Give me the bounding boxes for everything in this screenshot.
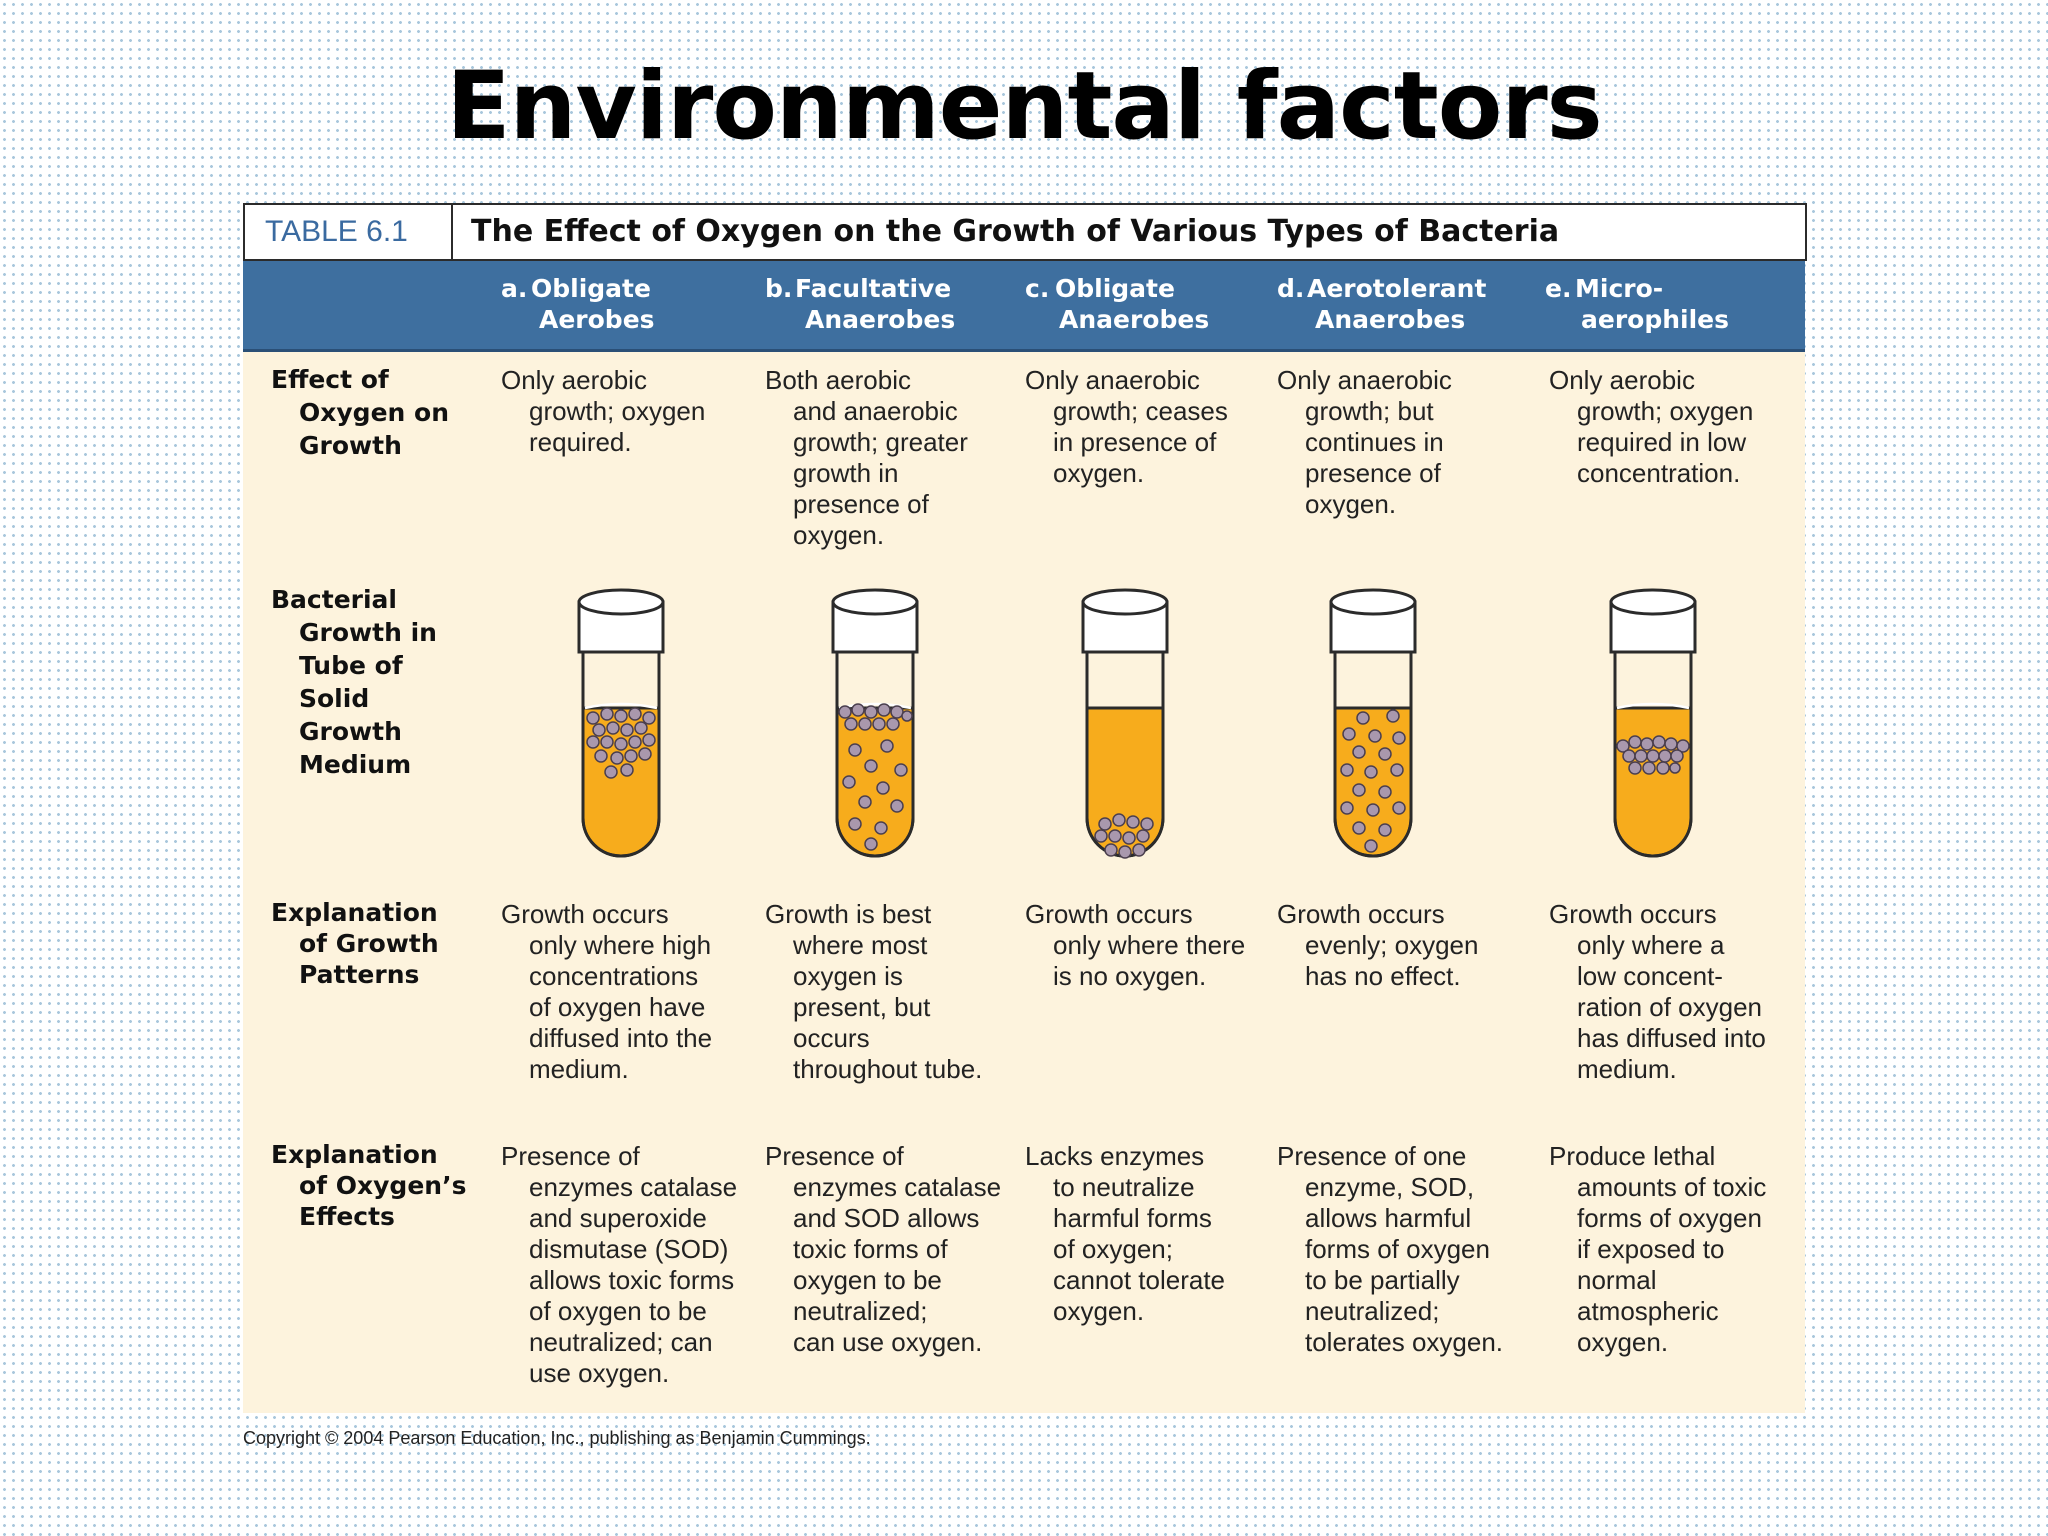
column-header-obligate-anaerobes: c. Obligate Anaerobes — [1025, 274, 1210, 334]
table-title: The Effect of Oxygen on the Growth of Va… — [471, 214, 1560, 249]
cell-effects-obligate-anaerobes: Lacks enzymes to neutralize harmful form… — [1025, 1141, 1226, 1326]
column-header-obligate-aerobes: a. Obligate Aerobes — [501, 274, 655, 334]
column-header-bar: a. Obligate Aerobes b. Facultative Anaerob… — [243, 261, 1805, 352]
cell-effect-obligate-anaerobes: Only anaerobic growth; ceases in presenc… — [1025, 365, 1228, 488]
cell-effects-facultative-anaerobes: Presence of enzymes catalase and SOD all… — [765, 1141, 1002, 1357]
column-header-microaerophiles: e. Micro- aerophiles — [1545, 274, 1729, 334]
column-header-aerotolerant-anaerobes: d. Aerotolerant Anaerobes — [1277, 274, 1487, 334]
cell-pattern-facultative-anaerobes: Growth is best where most oxygen is pres… — [765, 899, 983, 1084]
test-tube-facultative-anaerobes — [831, 588, 919, 858]
cell-pattern-obligate-aerobes: Growth occurs only where high concentrat… — [501, 899, 713, 1084]
test-tube-obligate-anaerobes — [1081, 588, 1169, 859]
table-number: TABLE 6.1 — [245, 205, 453, 259]
copyright-notice: Copyright © 2004 Pearson Education, Inc.… — [243, 1428, 871, 1448]
cell-pattern-obligate-anaerobes: Growth occurs only where there is no oxy… — [1025, 899, 1246, 991]
cell-effects-microaerophiles: Produce lethal amounts of toxic forms of… — [1549, 1141, 1767, 1357]
cell-effect-aerotolerant-anaerobes: Only anaerobic growth; but continues in … — [1277, 365, 1452, 519]
oxygen-effect-table: TABLE 6.1 The Effect of Oxygen on the Gr… — [243, 203, 1807, 1413]
cell-effect-obligate-aerobes: Only aerobic growth; oxygen required. — [501, 365, 706, 457]
test-tube-aerotolerant-anaerobes — [1329, 588, 1417, 858]
column-header-facultative-anaerobes: b. Facultative Anaerobes — [765, 274, 956, 334]
cell-pattern-aerotolerant-anaerobes: Growth occurs evenly; oxygen has no effe… — [1277, 899, 1479, 991]
test-tube-microaerophiles — [1609, 588, 1697, 858]
cell-effects-obligate-aerobes: Presence of enzymes catalase and superox… — [501, 1141, 738, 1388]
test-tube-obligate-aerobes — [577, 588, 665, 858]
cell-effect-facultative-anaerobes: Both aerobic and anaerobic growth; great… — [765, 365, 968, 550]
cell-effect-microaerophiles: Only aerobic growth; oxygen required in … — [1549, 365, 1754, 488]
table-header-bar: TABLE 6.1 The Effect of Oxygen on the Gr… — [243, 203, 1807, 261]
row-label-effect-of-oxygen: Effect of Oxygen on Growth — [271, 365, 449, 460]
row-label-growth-patterns: Explanation of Growth Patterns — [271, 898, 439, 989]
cell-pattern-microaerophiles: Growth occurs only where a low concent- … — [1549, 899, 1766, 1084]
row-label-bacterial-growth: Bacterial Growth in Tube of Solid Growth… — [271, 585, 437, 779]
slide-title: Environmental factors — [446, 52, 1602, 161]
cell-effects-aerotolerant-anaerobes: Presence of one enzyme, SOD, allows harm… — [1277, 1141, 1504, 1357]
row-label-oxygen-effects: Explanation of Oxygen’s Effects — [271, 1140, 467, 1231]
